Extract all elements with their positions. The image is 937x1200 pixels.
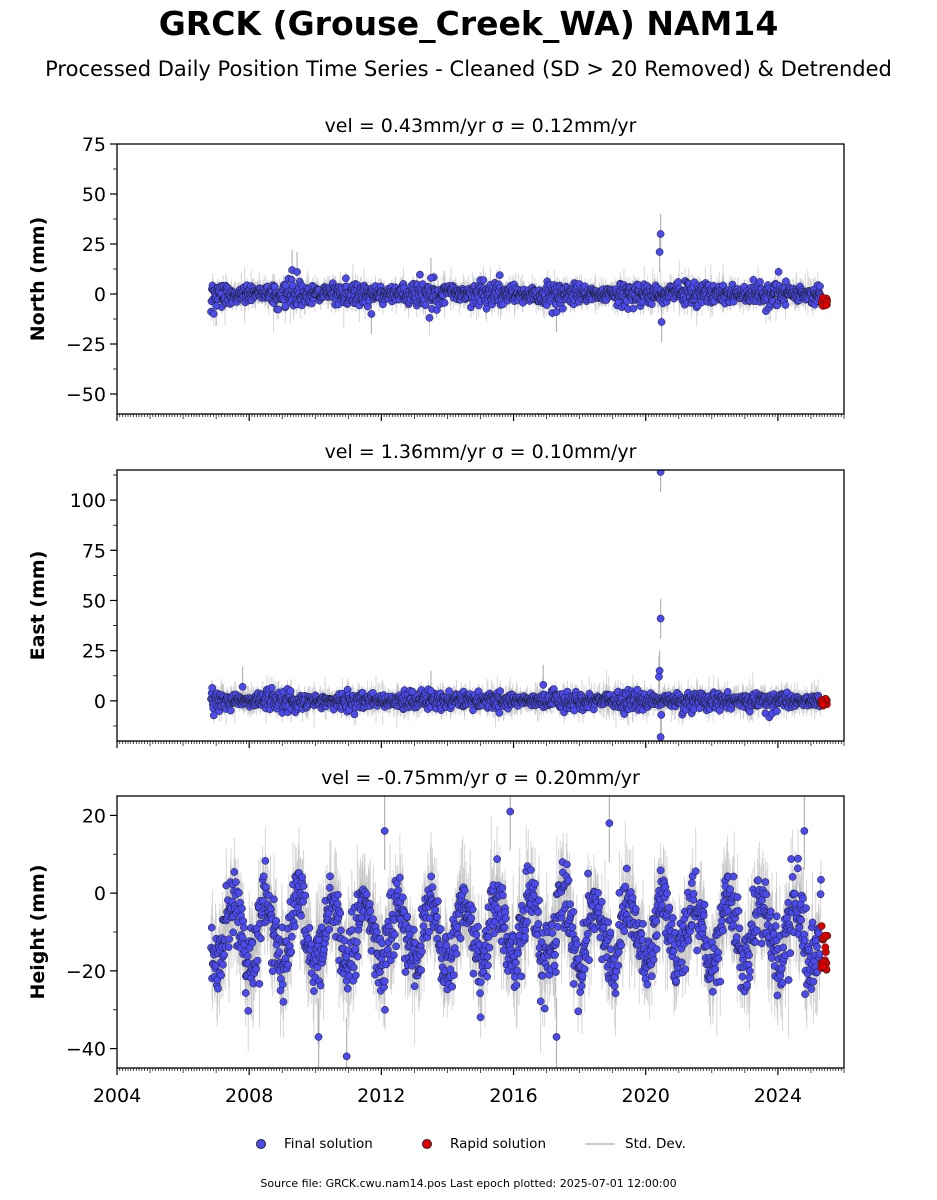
y-tick-label: −25 (66, 334, 106, 356)
y-tick-label: 0 (94, 284, 106, 306)
final-solution-point (425, 314, 434, 322)
final-solution-point (226, 706, 235, 715)
final-solution-point (756, 278, 764, 286)
panel-title: vel = 0.43mm/yr σ = 0.12mm/yr (325, 115, 637, 137)
final-solution-point (781, 301, 790, 309)
final-solution-point (657, 318, 666, 326)
final-solution-point (416, 270, 424, 279)
final-solution-point (655, 248, 664, 256)
final-solution-points (207, 470, 825, 741)
final-solution-point (350, 710, 359, 719)
figure-title: GRCK (Grouse_Creek_WA) NAM14 (158, 4, 779, 43)
final-solution-point (212, 302, 220, 310)
final-solution-point (647, 300, 656, 309)
y-tick-label: 75 (82, 134, 106, 156)
rapid-solution-point (822, 301, 830, 310)
final-solution-point (656, 230, 665, 238)
y-tick-label: −50 (66, 384, 106, 406)
y-tick-label: 25 (82, 234, 106, 256)
final-solution-points (207, 230, 825, 326)
figure-subtitle: Processed Daily Position Time Series - C… (45, 57, 892, 81)
final-solution-point (479, 276, 488, 284)
final-solution-point (558, 304, 567, 313)
final-solution-point (421, 301, 430, 310)
rapid-solution-points (817, 293, 831, 310)
final-solution-point (342, 274, 350, 283)
final-solution-point (774, 268, 783, 276)
figure-canvas: −50 −25 0 25 50 75 vel = 0.43mm/yr σ = 0.12mm/… (27, 115, 845, 1107)
final-solution-point (293, 268, 301, 276)
final-solution-point (367, 310, 376, 318)
final-solution-point (816, 282, 824, 291)
final-solution-point (674, 278, 683, 286)
final-solution-point (482, 304, 491, 313)
y-tick-label: 50 (82, 184, 106, 206)
final-solution-point (495, 271, 504, 279)
final-solution-point (427, 274, 435, 282)
final-solution-point (440, 299, 449, 307)
final-solution-point (274, 305, 283, 314)
std-dev-bars (210, 214, 822, 342)
final-solution-point (629, 304, 638, 313)
final-solution-point (286, 687, 295, 695)
final-solution-point (209, 711, 218, 720)
final-solution-point (552, 308, 561, 316)
final-solution-point (267, 683, 276, 692)
final-solution-point (209, 310, 218, 318)
final-solution-point (208, 683, 217, 692)
y-axis-label: North (mm) (27, 217, 49, 342)
